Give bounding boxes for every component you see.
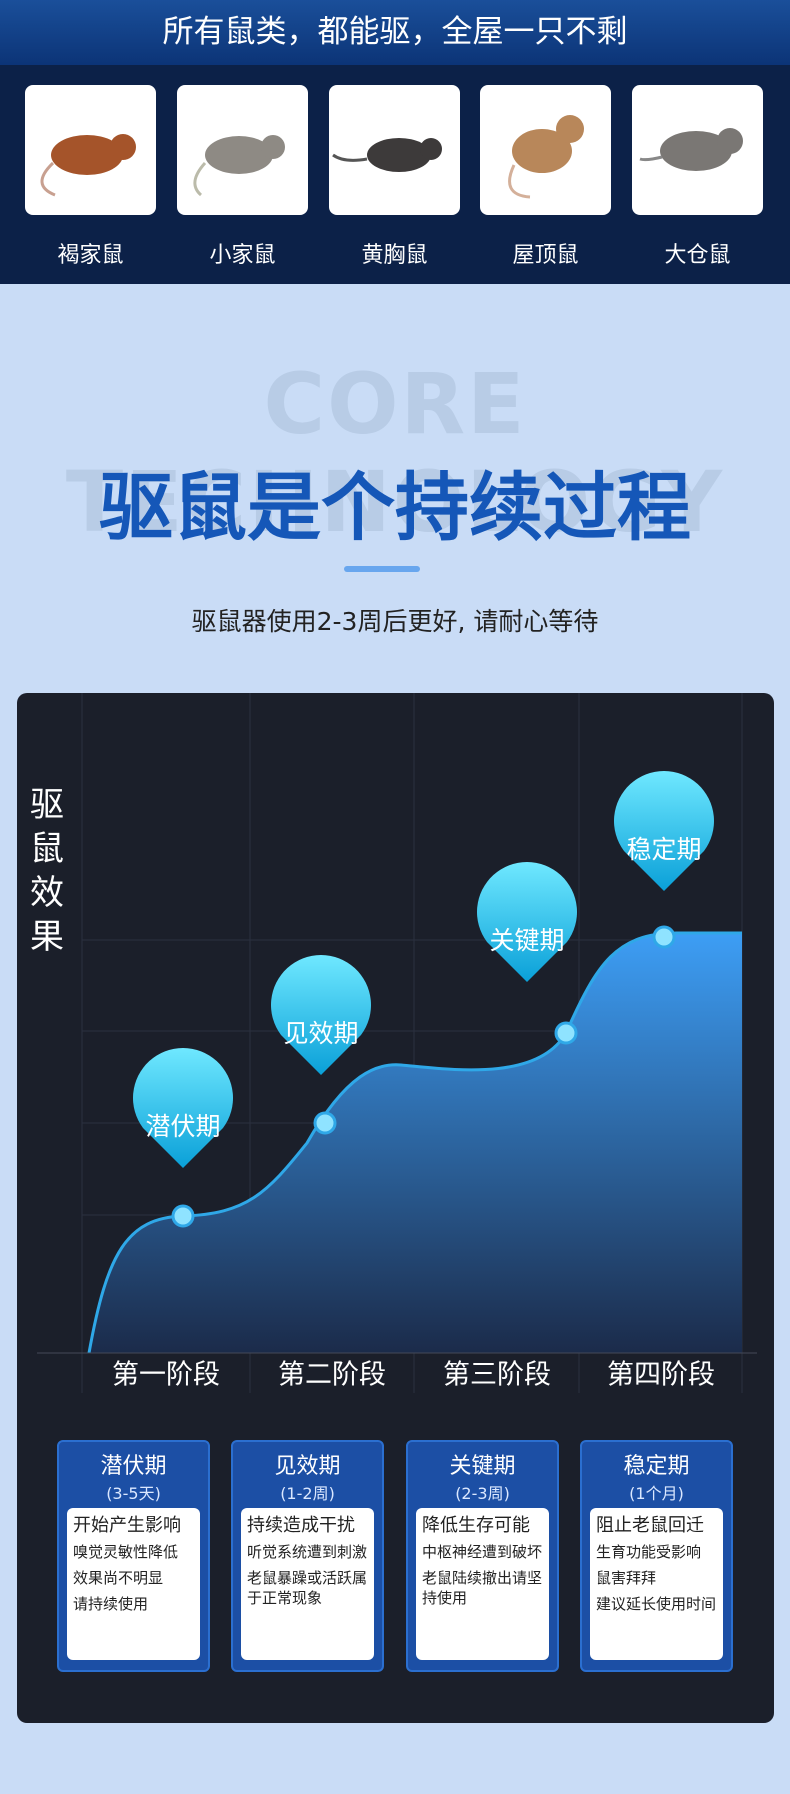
header-title: 所有鼠类，都能驱，全屋一只不剩 xyxy=(0,0,790,65)
rat-item: 屋顶鼠 xyxy=(480,85,611,269)
stage-card: 见效期 (1-2周) 持续造成干扰 听觉系统遭到刺激老鼠暴躁或活跃属于正常现象 xyxy=(231,1440,384,1672)
card-line: 听觉系统遭到刺激 xyxy=(247,1543,368,1561)
card-line: 效果尚不明显 xyxy=(73,1569,164,1587)
card-body: 阻止老鼠回迁 生育功能受影响 鼠害拜拜建议延长使用时间 xyxy=(590,1508,723,1660)
rat-item: 大仓鼠 xyxy=(632,85,763,269)
card-line: 中枢神经遭到破坏 xyxy=(422,1543,543,1561)
card-lead: 持续造成干扰 xyxy=(247,1515,355,1536)
rat-image xyxy=(25,85,156,215)
card-line: 生育功能受影响 xyxy=(596,1543,702,1561)
rat-item: 褐家鼠 xyxy=(25,85,156,269)
card-line: 请持续使用 xyxy=(73,1595,149,1613)
card-line: 建议延长使用时间 xyxy=(596,1595,717,1613)
pin-label: 关键期 xyxy=(489,926,564,955)
curve-chart: 潜伏期 见效期 关键期 稳定期 第一阶段 第二阶段 第三阶段 第四阶段 xyxy=(37,693,757,1393)
card-lead: 降低生存可能 xyxy=(422,1515,530,1536)
card-duration: (2-3周) xyxy=(455,1484,510,1503)
stage-card: 稳定期 (1个月) 阻止老鼠回迁 生育功能受影响 鼠害拜拜建议延长使用时间 xyxy=(580,1440,733,1672)
y-axis-label: 驱鼠效果 xyxy=(30,785,64,957)
card-line: 老鼠陆续撤出请坚持使用 xyxy=(422,1569,543,1607)
stage-label: 第二阶段 xyxy=(278,1360,386,1391)
curve xyxy=(87,931,742,1354)
panel: 潜伏期 见效期 关键期 稳定期 第一阶段 第二阶段 第三阶段 第四阶段 驱鼠效果… xyxy=(17,693,774,1723)
pin-label: 见效期 xyxy=(283,1019,358,1048)
watermark: CORE TECHNOLOGY xyxy=(65,355,725,551)
card-title: 关键期 xyxy=(449,1454,516,1479)
stage-label: 第一阶段 xyxy=(112,1360,220,1391)
card-lead: 开始产生影响 xyxy=(73,1515,181,1536)
card-body: 降低生存可能 中枢神经遭到破坏老鼠陆续撤出请坚持使用 xyxy=(416,1508,549,1660)
rat-item: 黄胸鼠 xyxy=(329,85,460,269)
rat-label: 大仓鼠 xyxy=(664,243,731,268)
points xyxy=(171,925,676,1228)
rat-label: 黄胸鼠 xyxy=(361,243,428,268)
card-line: 老鼠暴躁或活跃属于正常现象 xyxy=(247,1569,368,1607)
pin-label: 稳定期 xyxy=(626,835,701,864)
card-duration: (3-5天) xyxy=(106,1484,161,1503)
card-duration: (1-2周) xyxy=(280,1484,335,1503)
card-body: 开始产生影响 嗅觉灵敏性降低 效果尚不明显 请持续使用 xyxy=(67,1508,200,1660)
rat-label: 屋顶鼠 xyxy=(512,243,579,268)
card-title: 见效期 xyxy=(274,1454,341,1479)
rat-image xyxy=(177,85,308,215)
rat-label: 褐家鼠 xyxy=(57,243,124,268)
card-title: 潜伏期 xyxy=(100,1454,167,1479)
stage-card: 关键期 (2-3周) 降低生存可能 中枢神经遭到破坏老鼠陆续撤出请坚持使用 xyxy=(406,1440,559,1672)
stage-label: 第三阶段 xyxy=(443,1360,551,1391)
divider xyxy=(344,566,420,572)
card-line: 鼠害拜拜 xyxy=(596,1569,657,1587)
card-body: 持续造成干扰 听觉系统遭到刺激老鼠暴躁或活跃属于正常现象 xyxy=(241,1508,374,1660)
card-line: 嗅觉灵敏性降低 xyxy=(73,1543,179,1561)
card-duration: (1个月) xyxy=(629,1484,684,1503)
rat-item: 小家鼠 xyxy=(177,85,308,269)
pin-label: 潜伏期 xyxy=(145,1112,220,1141)
card-title: 稳定期 xyxy=(623,1454,690,1479)
pins: 潜伏期 见效期 关键期 稳定期 xyxy=(133,771,714,1168)
stage-label: 第四阶段 xyxy=(607,1360,715,1391)
area xyxy=(89,933,742,1353)
rat-image xyxy=(480,85,611,215)
section-title: 驱鼠是个持续过程 xyxy=(99,465,691,551)
rat-image xyxy=(632,85,763,215)
stage-card: 潜伏期 (3-5天) 开始产生影响 嗅觉灵敏性降低 效果尚不明显 请持续使用 xyxy=(57,1440,210,1672)
rat-strip: 褐家鼠 小家鼠 黄胸鼠 屋顶鼠 大仓鼠 xyxy=(0,65,790,284)
rat-image xyxy=(329,85,460,215)
card-lead: 阻止老鼠回迁 xyxy=(596,1515,704,1536)
section-subtitle: 驱鼠器使用2-3周后更好, 请耐心等待 xyxy=(191,607,599,636)
rat-label: 小家鼠 xyxy=(209,243,276,268)
